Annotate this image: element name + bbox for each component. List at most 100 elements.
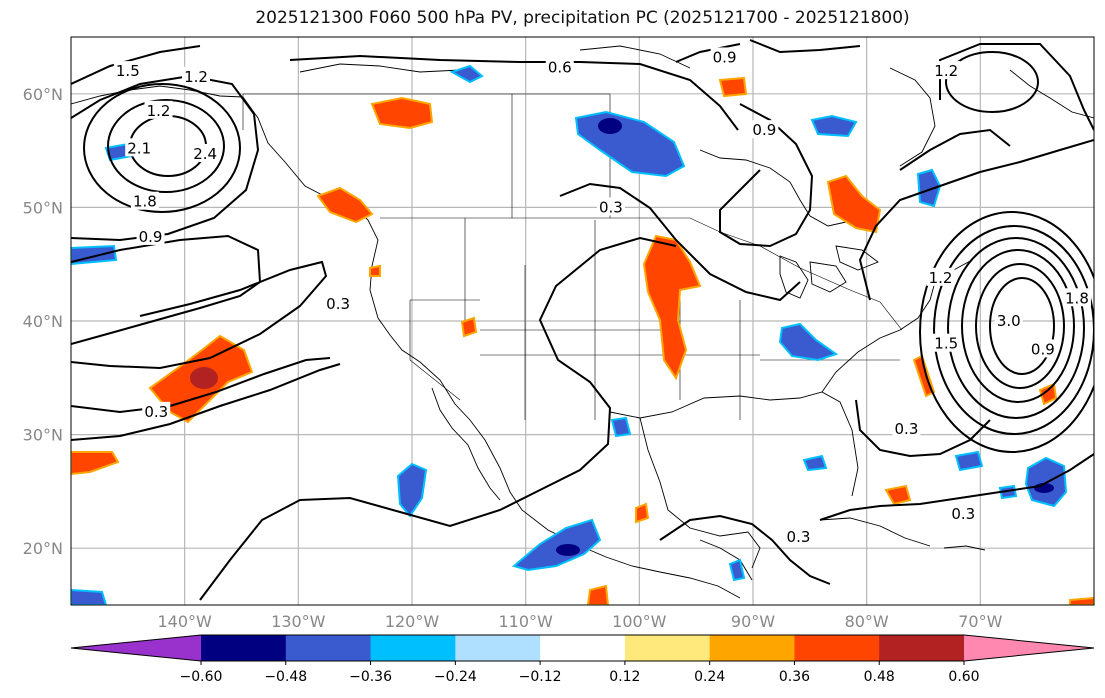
pc-pacific-core	[190, 367, 218, 389]
pc-atlantic-small-negative	[998, 484, 1018, 500]
pc-hawaii-positive	[71, 451, 120, 476]
contour-label: 0.9	[752, 121, 776, 139]
contour-label-bg	[949, 504, 978, 523]
contour-label-bg	[144, 100, 173, 119]
contour-label-bg	[191, 144, 220, 163]
latitude-tick-label: 60°N	[23, 85, 63, 104]
pc-central-america-negative	[728, 558, 746, 582]
colorbar-extend-low	[71, 635, 201, 661]
contour-label: 0.3	[787, 528, 811, 546]
contour-label: 0.9	[713, 48, 737, 66]
contour-label-bg	[750, 120, 779, 139]
pc-arctic-negative	[810, 114, 858, 138]
contour-label: 1.5	[934, 335, 958, 353]
pc-arctic-small-negative	[449, 64, 484, 84]
contour-label-bg	[130, 191, 159, 210]
contour-label: 2.4	[193, 145, 217, 163]
pc-bc-coast-positive	[316, 186, 374, 224]
pc-bahamas-negative	[954, 450, 984, 472]
colorbar-tick-label: 0.36	[779, 669, 810, 685]
pc-california-positive	[460, 316, 478, 338]
longitude-labels: 140°W 130°W 120°W 110°W 100°W 90°W 80°W 70°W	[157, 612, 1002, 631]
contour-label: 2.1	[127, 139, 151, 157]
pc-hudson-bay-core	[598, 118, 622, 134]
colorbar-segment	[540, 635, 626, 661]
colorbar-segment	[201, 635, 287, 661]
contour-label-bg	[113, 61, 142, 80]
latitude-tick-label: 50°N	[23, 198, 63, 217]
longitude-tick-label: 140°W	[157, 612, 212, 631]
pc-mexico-core	[556, 544, 580, 556]
colorbar-segment	[794, 635, 880, 661]
colorbar-tick-label: −0.24	[434, 669, 477, 685]
contour-label: 0.3	[326, 295, 350, 313]
pc-hudson-positive	[718, 76, 748, 98]
contour-label-bg	[994, 311, 1023, 329]
colorbar-tick-label: −0.60	[180, 669, 223, 685]
contour-label-bg	[926, 267, 955, 286]
pc-ohio-valley-negative	[778, 322, 839, 362]
contour-label: 1.2	[929, 269, 953, 287]
pc-quebec-positive	[826, 174, 882, 234]
colorbar-extend-high	[964, 635, 1094, 661]
colorbar-tick-label: 0.12	[609, 669, 640, 685]
latitude-labels: 60°N 50°N 40°N 30°N 20°N	[23, 85, 63, 558]
contour-label: 0.6	[548, 59, 572, 77]
pc-alaska-panhandle-positive	[370, 96, 434, 130]
longitude-tick-label: 130°W	[271, 612, 326, 631]
contour-label: 0.3	[951, 505, 975, 523]
map-title: 2025121300 F060 500 hPa PV, precipitatio…	[255, 8, 910, 28]
contour-label: 1.2	[147, 102, 171, 120]
colorbar-tick-label: −0.12	[519, 669, 562, 685]
contour-label-bg	[932, 61, 961, 80]
colorbar-tick-label: 0.60	[948, 669, 979, 685]
contour-label-bg	[892, 418, 921, 437]
colorbar-segment	[370, 635, 456, 661]
contour-label-bg	[182, 66, 211, 85]
contour-label-bg	[545, 57, 574, 76]
contour-label: 0.9	[139, 228, 163, 246]
contour-label-bg	[324, 293, 353, 312]
contour-label: 0.3	[895, 420, 919, 438]
longitude-tick-label: 70°W	[958, 612, 1002, 631]
longitude-tick-label: 90°W	[731, 612, 775, 631]
contour-label-bg	[710, 47, 739, 66]
contour-label-bg	[125, 138, 154, 157]
contour-label-bg	[136, 226, 165, 245]
pc-atlantic-edge-positive	[1069, 596, 1094, 605]
latitude-tick-label: 30°N	[23, 426, 63, 445]
longitude-tick-label: 80°W	[845, 612, 889, 631]
contour-label: 0.3	[144, 403, 168, 421]
latitude-tick-label: 20°N	[23, 539, 63, 558]
pc-caribbean-negative	[802, 454, 828, 472]
pc-nevada-positive	[369, 264, 381, 277]
contour-label: 1.5	[116, 62, 140, 80]
pc-gulf-stream-positive	[1038, 382, 1058, 406]
latitude-tick-label: 40°N	[23, 312, 63, 331]
longitude-tick-label: 100°W	[612, 612, 667, 631]
longitude-tick-label: 120°W	[385, 612, 440, 631]
colorbar-tick-label: 0.24	[694, 669, 725, 685]
pc-bottom-left-negative	[71, 588, 108, 605]
plot-frame	[70, 36, 1095, 606]
contour-label: 0.3	[599, 198, 623, 216]
colorbar-segment	[285, 635, 372, 661]
pv-contour-labels: 1.5 1.2 1.2 2.1 2.4 1.8 0.9 0.3 0.3 0.6 0.9 0.9 0.3 1…	[113, 47, 1091, 546]
pc-central-america-positive	[586, 584, 610, 605]
contour-label-bg	[932, 333, 961, 352]
colorbar-segment	[624, 635, 711, 661]
colorbar-segment	[879, 635, 965, 661]
pc-baja-negative	[396, 462, 428, 518]
contour-label-bg	[1028, 339, 1057, 358]
contour-label: 0.9	[1031, 340, 1055, 358]
contour-label: 1.8	[133, 193, 157, 211]
colorbar-tick-label: 0.48	[864, 669, 895, 685]
longitude-tick-label: 110°W	[498, 612, 553, 631]
contour-label: 1.2	[934, 62, 958, 80]
pc-caribbean-positive	[884, 484, 912, 506]
colorbar-segment	[455, 635, 541, 661]
contour-label-bg	[784, 526, 813, 545]
contour-label: 3.0	[997, 312, 1021, 330]
pc-mexico-small-positive	[635, 502, 650, 524]
